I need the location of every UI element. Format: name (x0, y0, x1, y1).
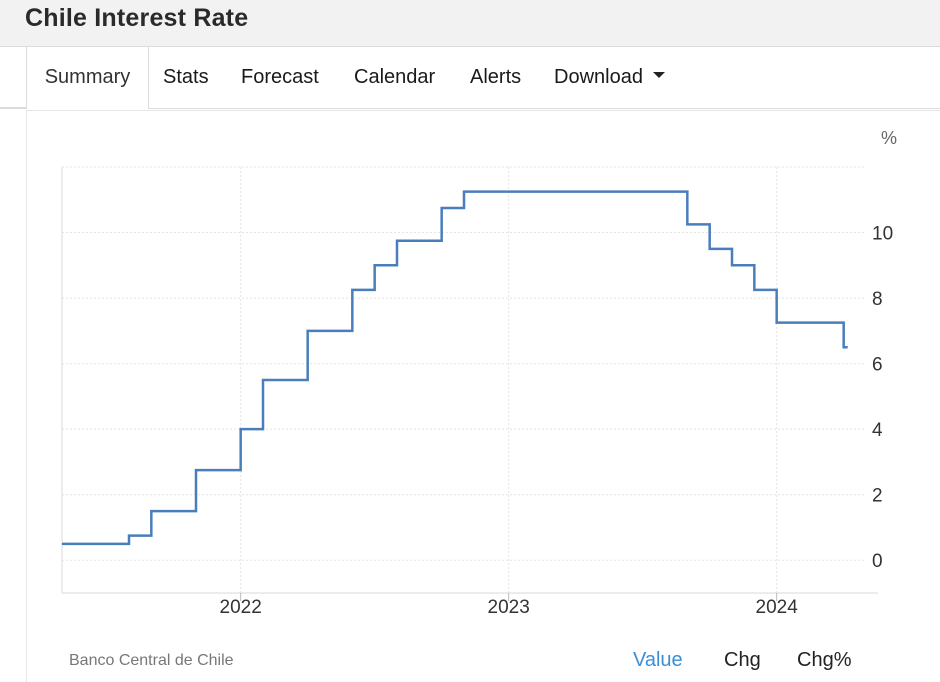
value-toggle[interactable]: Value (633, 649, 683, 672)
y-tick-label: 2 (872, 486, 883, 507)
chart-series-layer (62, 191, 848, 543)
x-tick-label: 2022 (220, 597, 262, 618)
interest-rate-series-line (62, 192, 848, 544)
chart-axes: 0 2 4 6 8 10% 2022 2023 2024 (220, 128, 897, 618)
x-tick-label: 2023 (488, 597, 530, 618)
y-unit-label: % (881, 128, 897, 148)
y-tick-label: 10 (872, 224, 893, 245)
y-tick-label: 8 (872, 289, 883, 310)
tab-summary-label: Summary (45, 66, 131, 88)
tab-summary[interactable]: Summary (26, 47, 149, 109)
y-tick-label: 0 (872, 551, 883, 572)
y-tick-label: 6 (872, 355, 883, 376)
chg-pct-toggle[interactable]: Chg% (797, 649, 851, 672)
chart-grid (62, 167, 878, 593)
x-tick-label: 2024 (756, 597, 799, 618)
chart-source: Banco Central de Chile (69, 652, 234, 670)
chg-toggle[interactable]: Chg (724, 649, 761, 672)
y-tick-label: 4 (872, 420, 883, 441)
